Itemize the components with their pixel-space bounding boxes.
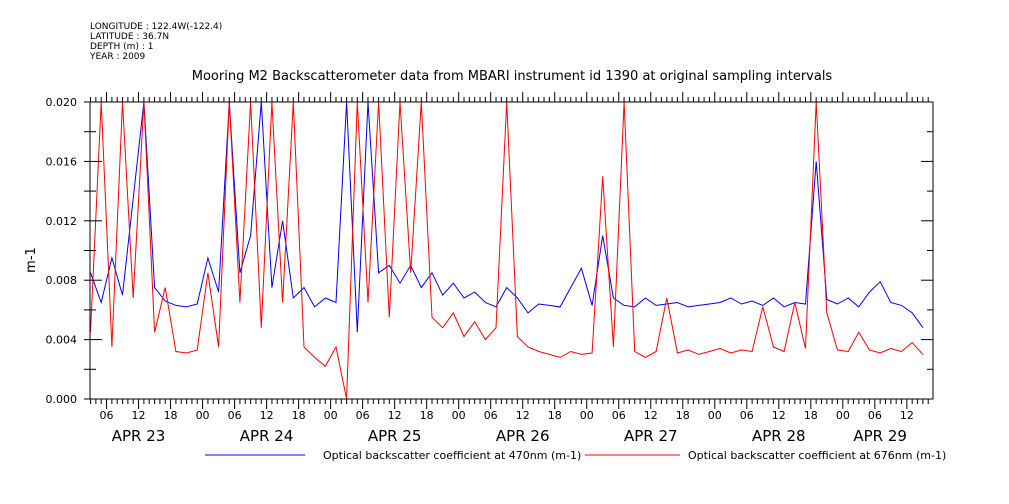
x-tick-label: 12 [260, 409, 274, 422]
x-tick-label: 12 [132, 409, 146, 422]
x-tick-label: 12 [644, 409, 658, 422]
x-tick-label: 06 [356, 409, 370, 422]
x-tick-label: 06 [740, 409, 754, 422]
y-tick-label: 0.020 [46, 96, 78, 109]
x-tick-label: 00 [324, 409, 338, 422]
x-tick-label: 06 [484, 409, 498, 422]
legend-label-676: Optical backscatter coefficient at 676nm… [688, 449, 946, 462]
y-tick-label: 0.016 [46, 155, 78, 168]
plot-frame [89, 101, 934, 400]
x-tick-label: 12 [900, 409, 914, 422]
meta-latitude: LATITUDE : 36.7N [90, 32, 169, 42]
series-line-676nm [90, 102, 924, 399]
y-tick-label: 0.008 [46, 274, 78, 287]
x-tick-label: 12 [388, 409, 402, 422]
x-tick-label: 18 [804, 409, 818, 422]
x-tick-label: 00 [836, 409, 850, 422]
day-label: APR 29 [853, 427, 907, 445]
x-tick-label: 18 [676, 409, 690, 422]
x-tick-label: 00 [708, 409, 722, 422]
x-tick-label: 00 [452, 409, 466, 422]
x-tick-label: 00 [196, 409, 210, 422]
day-label: APR 25 [368, 427, 422, 445]
chart-title: Mooring M2 Backscatterometer data from M… [192, 69, 833, 84]
day-label: APR 28 [752, 427, 806, 445]
x-tick-label: 12 [516, 409, 530, 422]
meta-year: YEAR : 2009 [89, 52, 146, 62]
x-tick-label: 06 [228, 409, 242, 422]
x-tick-label: 06 [612, 409, 626, 422]
legend-label-470: Optical backscatter coefficient at 470nm… [323, 449, 581, 462]
x-tick-label: 12 [772, 409, 786, 422]
x-tick-label: 18 [164, 409, 178, 422]
x-tick-label: 18 [292, 409, 306, 422]
meta-depth: DEPTH (m) : 1 [90, 42, 153, 52]
y-axis-label: m-1 [24, 247, 39, 273]
x-tick-label: 18 [420, 409, 434, 422]
x-tick-label: 06 [868, 409, 882, 422]
x-tick-label: 18 [548, 409, 562, 422]
series-line-470nm [90, 102, 924, 333]
x-tick-label: 00 [580, 409, 594, 422]
day-label: APR 27 [624, 427, 678, 445]
day-label: APR 24 [240, 427, 294, 445]
meta-longitude: LONGITUDE : 122.4W(-122.4) [90, 22, 222, 32]
day-label: APR 23 [112, 427, 166, 445]
y-tick-label: 0.000 [46, 393, 78, 406]
y-tick-label: 0.012 [46, 215, 78, 228]
day-label: APR 26 [496, 427, 550, 445]
y-tick-label: 0.004 [46, 334, 78, 347]
x-tick-label: 06 [100, 409, 114, 422]
